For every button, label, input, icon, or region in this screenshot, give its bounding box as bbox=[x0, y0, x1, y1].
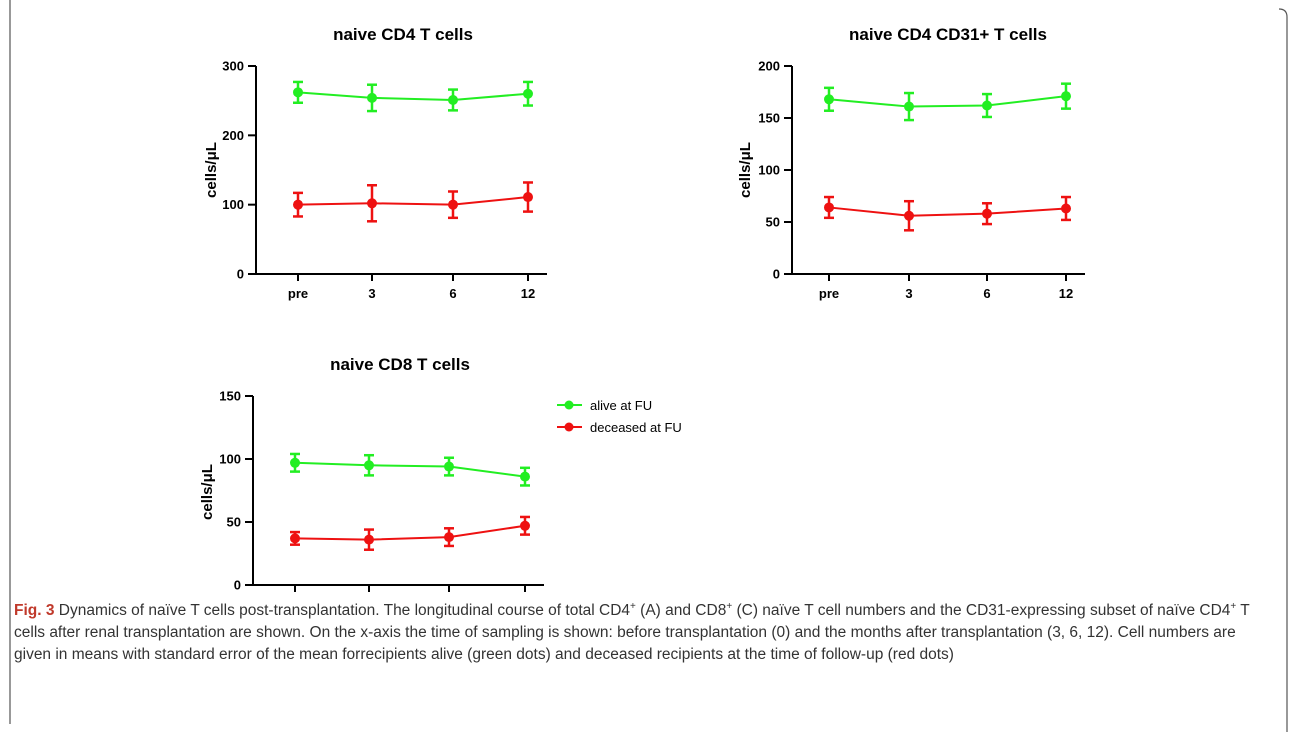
legend-marker-alive bbox=[564, 400, 574, 410]
series-line-deceased bbox=[297, 196, 529, 206]
y-axis-label-cd4: cells/μL bbox=[203, 142, 220, 198]
data-point-deceased bbox=[1061, 203, 1071, 214]
x-tick-label: 12 bbox=[521, 286, 535, 301]
data-point-deceased bbox=[448, 199, 458, 210]
data-point-alive bbox=[448, 94, 458, 105]
data-point-deceased bbox=[367, 198, 377, 209]
data-point-deceased bbox=[904, 210, 914, 221]
plot-cd4-cd31 bbox=[824, 82, 1071, 232]
data-point-alive bbox=[523, 88, 533, 99]
data-point-alive bbox=[824, 94, 834, 105]
legend: alive at FU deceased at FU bbox=[557, 398, 682, 435]
x-tick-label: 3 bbox=[905, 286, 912, 301]
data-point-deceased bbox=[444, 532, 454, 543]
x-tick-label: 6 bbox=[445, 597, 452, 600]
caption-sup-1: + bbox=[630, 600, 636, 612]
y-tick-label: 0 bbox=[773, 267, 780, 282]
y-tick-label: 100 bbox=[758, 163, 780, 178]
y-tick-label: 0 bbox=[237, 267, 244, 282]
data-point-deceased bbox=[982, 208, 992, 219]
figure-caption: Fig. 3 Dynamics of naïve T cells post-tr… bbox=[14, 600, 1276, 666]
data-point-deceased bbox=[364, 534, 374, 545]
y-axis-label-cd8: cells/μL bbox=[199, 464, 216, 520]
legend-item-deceased: deceased at FU bbox=[557, 420, 682, 435]
y-tick-label: 200 bbox=[758, 59, 780, 74]
x-tick-label: pre bbox=[285, 597, 305, 600]
legend-item-alive: alive at FU bbox=[557, 398, 652, 413]
data-point-deceased bbox=[520, 520, 530, 531]
x-tick-label: pre bbox=[288, 286, 308, 301]
caption-sup-2: + bbox=[726, 600, 733, 612]
x-tick-label: pre bbox=[819, 286, 839, 301]
caption-text-2: (A) and CD8 bbox=[635, 602, 727, 619]
x-tick-label: 12 bbox=[1059, 286, 1073, 301]
data-point-alive bbox=[290, 457, 300, 468]
panel-naive-cd4-cd31: naive CD4 CD31+ T cells cells/μL 0 50 100 1… bbox=[737, 25, 1085, 301]
y-tick-label: 50 bbox=[227, 515, 241, 530]
caption-text-1: Dynamics of naïve T cells post-transplan… bbox=[54, 602, 631, 619]
caption-text-3: (C) naïve T cell numbers and the CD31-ex… bbox=[732, 602, 1231, 619]
panel-title-cd8: naive CD8 T cells bbox=[330, 355, 470, 374]
series-line-deceased bbox=[294, 524, 526, 541]
panel-title-cd4-cd31: naive CD4 CD31+ T cells bbox=[849, 25, 1047, 44]
y-axis-label-cd4-cd31: cells/μL bbox=[737, 142, 754, 198]
data-point-deceased bbox=[824, 202, 834, 213]
data-point-alive bbox=[367, 92, 377, 103]
legend-marker-deceased bbox=[564, 422, 574, 432]
data-point-deceased bbox=[293, 199, 303, 210]
plot-cd4 bbox=[293, 80, 533, 223]
data-point-alive bbox=[520, 471, 530, 482]
data-point-deceased bbox=[523, 192, 533, 203]
panel-naive-cd8: naive CD8 T cells cells/μL 0 50 100 150 pre 3… bbox=[199, 355, 544, 600]
data-point-alive bbox=[364, 460, 374, 471]
axes-cd8: 0 50 100 150 pre 3 6 12 bbox=[219, 389, 544, 600]
panel-naive-cd4: naive CD4 T cells cells/μL 0 100 200 300 pre… bbox=[203, 25, 547, 301]
x-tick-label: 6 bbox=[983, 286, 990, 301]
caption-label: Fig. 3 bbox=[14, 602, 55, 619]
data-point-alive bbox=[1061, 91, 1071, 102]
caption-sup-3: + bbox=[1230, 600, 1237, 612]
data-point-alive bbox=[444, 461, 454, 472]
legend-label-deceased: deceased at FU bbox=[590, 420, 682, 435]
y-tick-label: 150 bbox=[758, 111, 780, 126]
series-line-deceased bbox=[828, 206, 1067, 217]
series-line-alive bbox=[828, 95, 1067, 108]
y-tick-label: 0 bbox=[234, 578, 241, 593]
panel-title-cd4: naive CD4 T cells bbox=[333, 25, 473, 44]
y-tick-label: 100 bbox=[219, 452, 241, 467]
series-line-alive bbox=[294, 461, 526, 478]
caption-text-4: T cells after renal transplantation are … bbox=[14, 602, 1250, 663]
y-tick-label: 100 bbox=[222, 197, 244, 212]
x-tick-label: 6 bbox=[449, 286, 456, 301]
figure-charts: naive CD4 T cells cells/μL 0100200300pre… bbox=[199, 25, 1085, 600]
axes-cd4: 0 100 200 300 pre 3 6 12 bbox=[222, 59, 547, 301]
y-tick-label: 150 bbox=[219, 389, 241, 404]
axes-cd4-cd31: 0 50 100 150 200 pre 3 6 12 bbox=[758, 59, 1085, 301]
data-point-deceased bbox=[290, 533, 300, 544]
y-tick-label: 300 bbox=[222, 59, 244, 74]
series-line-alive bbox=[297, 91, 529, 101]
data-point-alive bbox=[293, 87, 303, 98]
legend-label-alive: alive at FU bbox=[590, 398, 652, 413]
plot-cd8 bbox=[290, 452, 530, 551]
x-tick-label: 12 bbox=[518, 597, 532, 600]
y-tick-label: 200 bbox=[222, 128, 244, 143]
x-tick-label: 3 bbox=[365, 597, 372, 600]
frame-border bbox=[9, 0, 1288, 732]
data-point-alive bbox=[904, 101, 914, 112]
data-point-alive bbox=[982, 100, 992, 111]
x-tick-label: 3 bbox=[368, 286, 375, 301]
y-tick-label: 50 bbox=[766, 215, 780, 230]
